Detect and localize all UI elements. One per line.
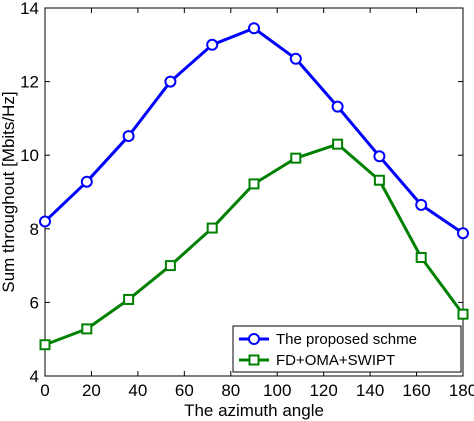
y-tick-label: 4 [30,367,39,386]
x-tick-label: 120 [309,381,337,400]
data-point [332,138,344,150]
legend-label: FD+OMA+SWIPT [276,352,395,369]
data-point [373,174,385,186]
data-point [248,178,260,190]
y-tick-label: 10 [20,146,39,165]
legend-box [232,325,462,373]
data-point [39,215,51,228]
x-tick-label: 0 [40,381,49,400]
data-point [248,22,260,35]
x-tick-label: 40 [128,381,147,400]
legend-item: The proposed schme [239,331,417,348]
data-point [415,198,428,211]
y-tick-label: 14 [20,0,39,18]
y-tick-label: 8 [30,220,39,239]
x-tick-label: 20 [82,381,101,400]
x-tick-label: 180 [449,381,474,400]
x-tick-label: 140 [356,381,384,400]
x-tick-label: 100 [263,381,291,400]
data-point [164,75,177,88]
data-point [164,260,176,272]
data-point [206,222,218,234]
ticks-layer: 0 20 40 60 80 100 120 140 160 180 4 6 8 10 12 14 [20,0,474,400]
plot-area [44,7,464,377]
y-tick-label: 6 [30,293,39,312]
data-point [81,323,93,335]
data-point [373,150,386,163]
data-point [331,100,344,113]
x-tick-label: 60 [175,381,194,400]
data-point [289,52,302,65]
legend-marker [248,333,260,345]
data-point [457,227,469,240]
legend-item: FD+OMA+SWIPT [239,352,395,369]
series-1 [39,22,469,240]
legend-marker [248,354,260,366]
series-2 [39,138,469,351]
data-point [206,38,219,51]
legend: The proposed schme FD+OMA+SWIPT [232,325,462,373]
data-point [415,252,427,264]
x-tick-label: 80 [221,381,240,400]
data-point [123,293,135,305]
data-point [39,339,51,351]
data-point [457,308,469,320]
x-tick-label: 160 [402,381,430,400]
y-axis-label: Sum throughout [Mbits/Hz] [0,91,18,292]
data-point [290,152,302,164]
y-tick-label: 12 [20,73,39,92]
x-axis-label: The azimuth angle [184,401,324,420]
data-point [80,175,93,188]
data-point [122,130,135,143]
series-layer [39,22,469,351]
legend-label: The proposed schme [276,331,417,348]
